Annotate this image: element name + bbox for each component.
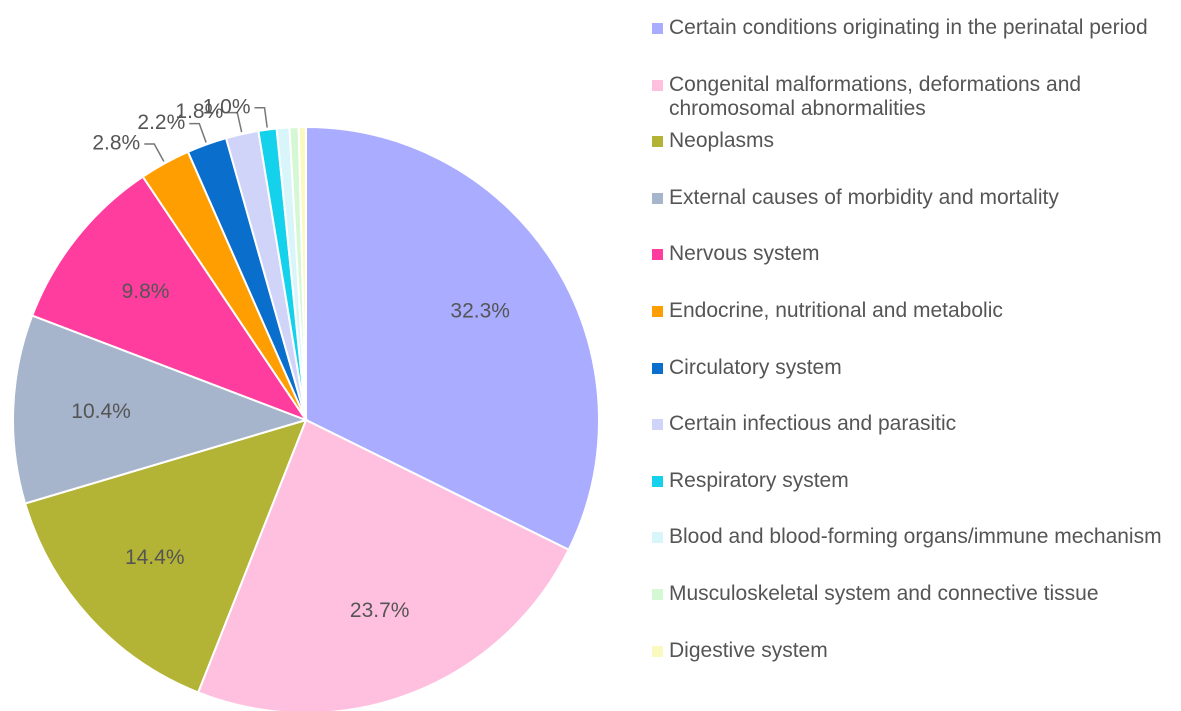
legend-label: Blood and blood-forming organs/immune me…	[669, 525, 1162, 549]
legend-label: Musculoskeletal system and connective ti…	[669, 582, 1099, 605]
pie-slice	[30, 175, 309, 423]
legend-label: Neoplasms	[669, 129, 775, 153]
data-label: 1.0%	[203, 95, 251, 118]
legend-swatch	[652, 249, 663, 261]
leader-line	[227, 111, 243, 133]
pie-slice	[23, 418, 308, 694]
legend-swatch	[652, 23, 663, 34]
legend-swatch	[652, 136, 663, 148]
data-label: 2.2%	[137, 111, 185, 134]
legend-swatch	[652, 362, 663, 374]
legend-label: Certain infectious and parasitic	[669, 412, 957, 436]
data-label: 23.7%	[350, 599, 410, 622]
legend-swatch	[652, 79, 663, 91]
pie-slice	[196, 418, 571, 711]
legend-label: Digestive system	[669, 638, 828, 662]
legend-label: Circulatory system	[669, 355, 842, 379]
leader-line	[189, 122, 207, 143]
pie-slice	[297, 125, 307, 421]
legend-swatch	[652, 475, 663, 487]
data-label: 10.4%	[71, 400, 131, 423]
data-label: 32.3%	[450, 299, 510, 322]
legend-swatch	[652, 645, 663, 657]
legend-swatch	[652, 306, 663, 317]
legend-label: Respiratory system	[669, 468, 849, 492]
legend-swatch	[652, 532, 663, 544]
legend-swatch	[652, 589, 663, 600]
legend-label: Certain conditions originating in the pe…	[669, 16, 1148, 39]
legend-swatch	[652, 192, 663, 204]
legend-swatch	[652, 419, 663, 431]
data-label: 14.4%	[125, 546, 185, 569]
leader-line	[254, 106, 268, 128]
legend-label: Nervous system	[669, 242, 820, 266]
data-label: 1.8%	[175, 100, 223, 123]
pie-slice	[12, 314, 310, 505]
legend-label: Congenital malformations, deformations a…	[669, 72, 1082, 120]
pie-slice	[305, 125, 600, 552]
leader-line	[144, 143, 165, 162]
legend-label: External causes of morbidity and mortali…	[669, 185, 1059, 209]
data-label: 9.8%	[122, 280, 170, 303]
pie-area: 32.3% 23.7% 14.4% 10.4% 9.8% 2.8%2.2%1.8%1.0%	[12, 95, 600, 711]
legend-label: Endocrine, nutritional and metabolic	[669, 299, 1003, 322]
data-label: 2.8%	[92, 132, 140, 155]
